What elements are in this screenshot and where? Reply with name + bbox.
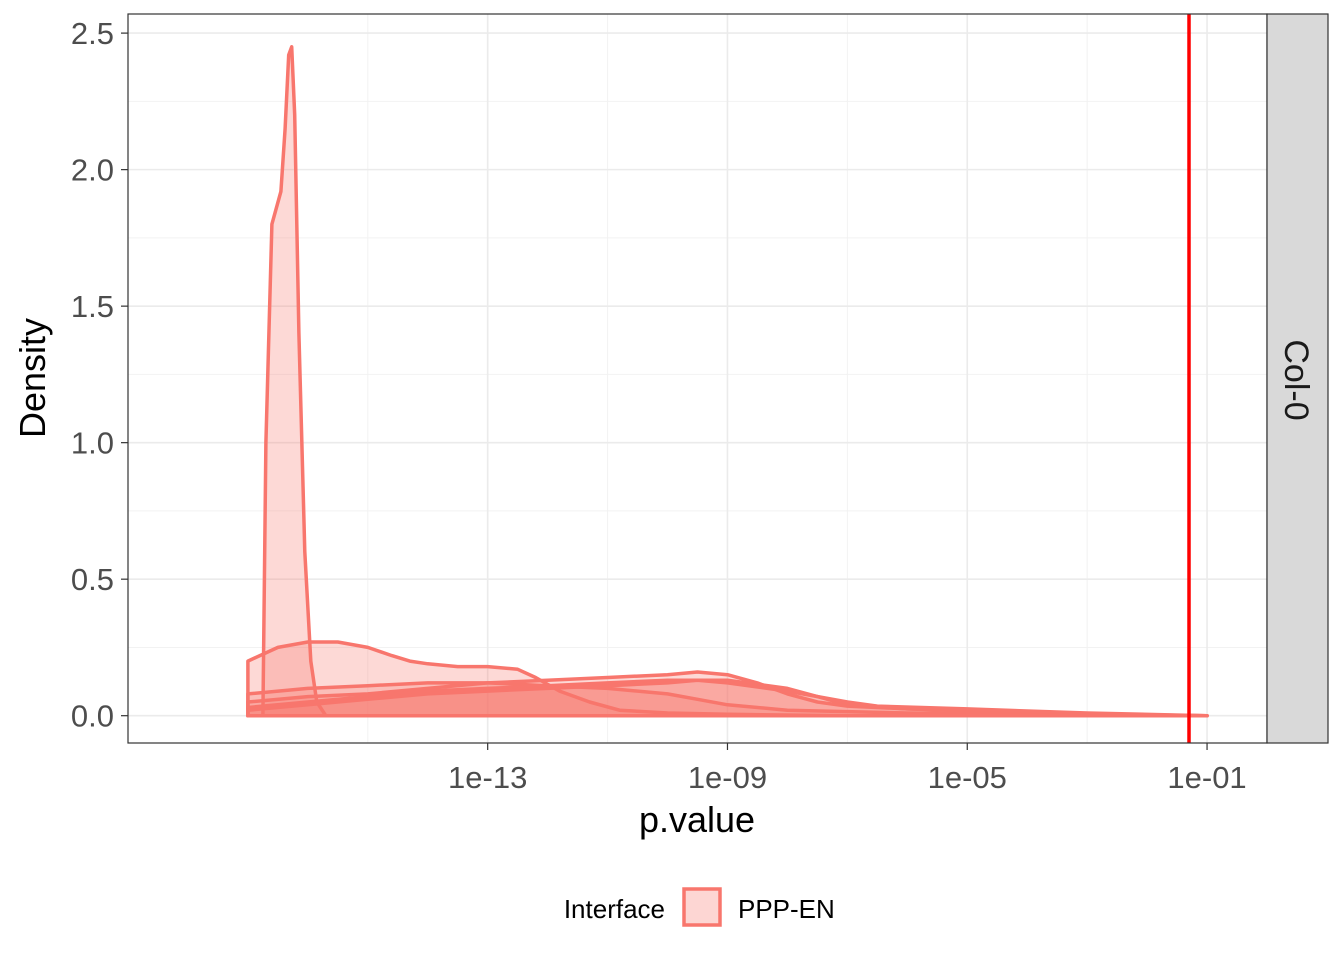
density-curve-6	[246, 678, 1209, 718]
y-tick-label: 2.0	[71, 153, 114, 188]
x-tick-label: 1e-13	[448, 760, 527, 795]
y-tick-label: 2.5	[71, 16, 114, 51]
y-tick-label: 1.5	[71, 289, 114, 324]
facet-strip	[1266, 13, 1329, 744]
legend-key	[682, 887, 722, 927]
density-curve-5	[246, 678, 1209, 718]
plot-panel-background	[128, 14, 1267, 743]
legend-entry-label: PPP-EN	[738, 894, 835, 924]
legend-title: Interface	[564, 894, 665, 924]
facet-strip-label: Col-0	[1277, 339, 1315, 420]
y-tick-label: 0.5	[71, 562, 114, 597]
y-axis: 0.0 0.5 1.0 1.5 2.0 2.5	[71, 16, 128, 734]
x-axis-title: p.value	[639, 799, 755, 840]
x-tick-label: 1e-05	[928, 760, 1007, 795]
y-tick-label: 1.0	[71, 426, 114, 461]
legend: Interface PPP-EN	[564, 887, 835, 927]
x-axis: 1e-13 1e-09 1e-05 1e-01	[448, 743, 1247, 795]
x-tick-label: 1e-09	[688, 760, 767, 795]
y-axis-title: Density	[12, 318, 53, 438]
y-tick-label: 0.0	[71, 699, 114, 734]
density-curves	[246, 45, 1209, 718]
x-tick-label: 1e-01	[1167, 760, 1246, 795]
